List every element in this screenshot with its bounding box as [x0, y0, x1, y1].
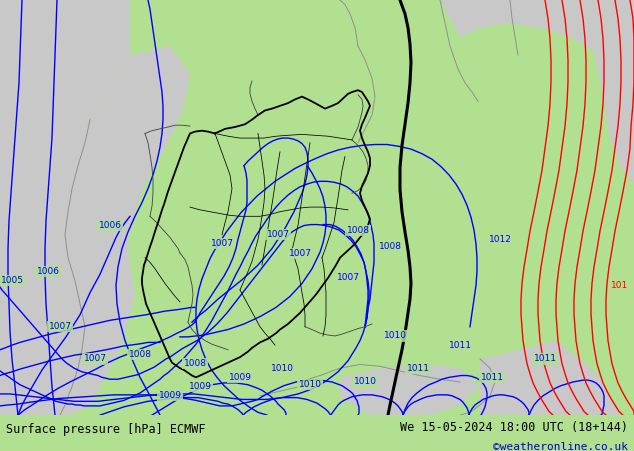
Text: 1010: 1010 — [384, 331, 406, 341]
Polygon shape — [480, 341, 620, 415]
Text: 1008: 1008 — [347, 226, 370, 235]
Polygon shape — [570, 0, 634, 184]
Text: 1010: 1010 — [271, 364, 294, 373]
Polygon shape — [440, 0, 634, 74]
Text: 1009: 1009 — [228, 373, 252, 382]
Text: 1011: 1011 — [533, 354, 557, 364]
Text: 1011: 1011 — [481, 373, 503, 382]
Text: 1009: 1009 — [188, 382, 212, 391]
Text: 1008: 1008 — [183, 359, 207, 368]
Text: 101: 101 — [611, 281, 629, 290]
Text: 1010: 1010 — [354, 377, 377, 387]
Text: 1007: 1007 — [210, 239, 233, 249]
Text: 1007: 1007 — [337, 273, 359, 282]
Text: 1007: 1007 — [266, 230, 290, 239]
Polygon shape — [0, 0, 130, 276]
Text: Surface pressure [hPa] ECMWF: Surface pressure [hPa] ECMWF — [6, 423, 206, 436]
Text: 1008: 1008 — [378, 242, 401, 251]
Text: 1006: 1006 — [98, 221, 122, 230]
Text: 1007: 1007 — [288, 249, 311, 258]
Polygon shape — [0, 46, 190, 415]
Text: 1012: 1012 — [489, 235, 512, 244]
Text: 1006: 1006 — [37, 267, 60, 276]
Text: 1007: 1007 — [84, 354, 107, 364]
Text: ©weatheronline.co.uk: ©weatheronline.co.uk — [493, 442, 628, 451]
Text: 1011: 1011 — [406, 364, 429, 373]
Text: 1010: 1010 — [299, 380, 321, 389]
Text: 1009: 1009 — [158, 391, 181, 400]
Text: 1011: 1011 — [448, 341, 472, 350]
Text: 1005: 1005 — [1, 276, 23, 285]
Text: 1008: 1008 — [129, 350, 152, 359]
Text: 1007: 1007 — [48, 322, 72, 331]
Text: We 15-05-2024 18:00 UTC (18+144): We 15-05-2024 18:00 UTC (18+144) — [399, 421, 628, 434]
Polygon shape — [340, 364, 480, 415]
